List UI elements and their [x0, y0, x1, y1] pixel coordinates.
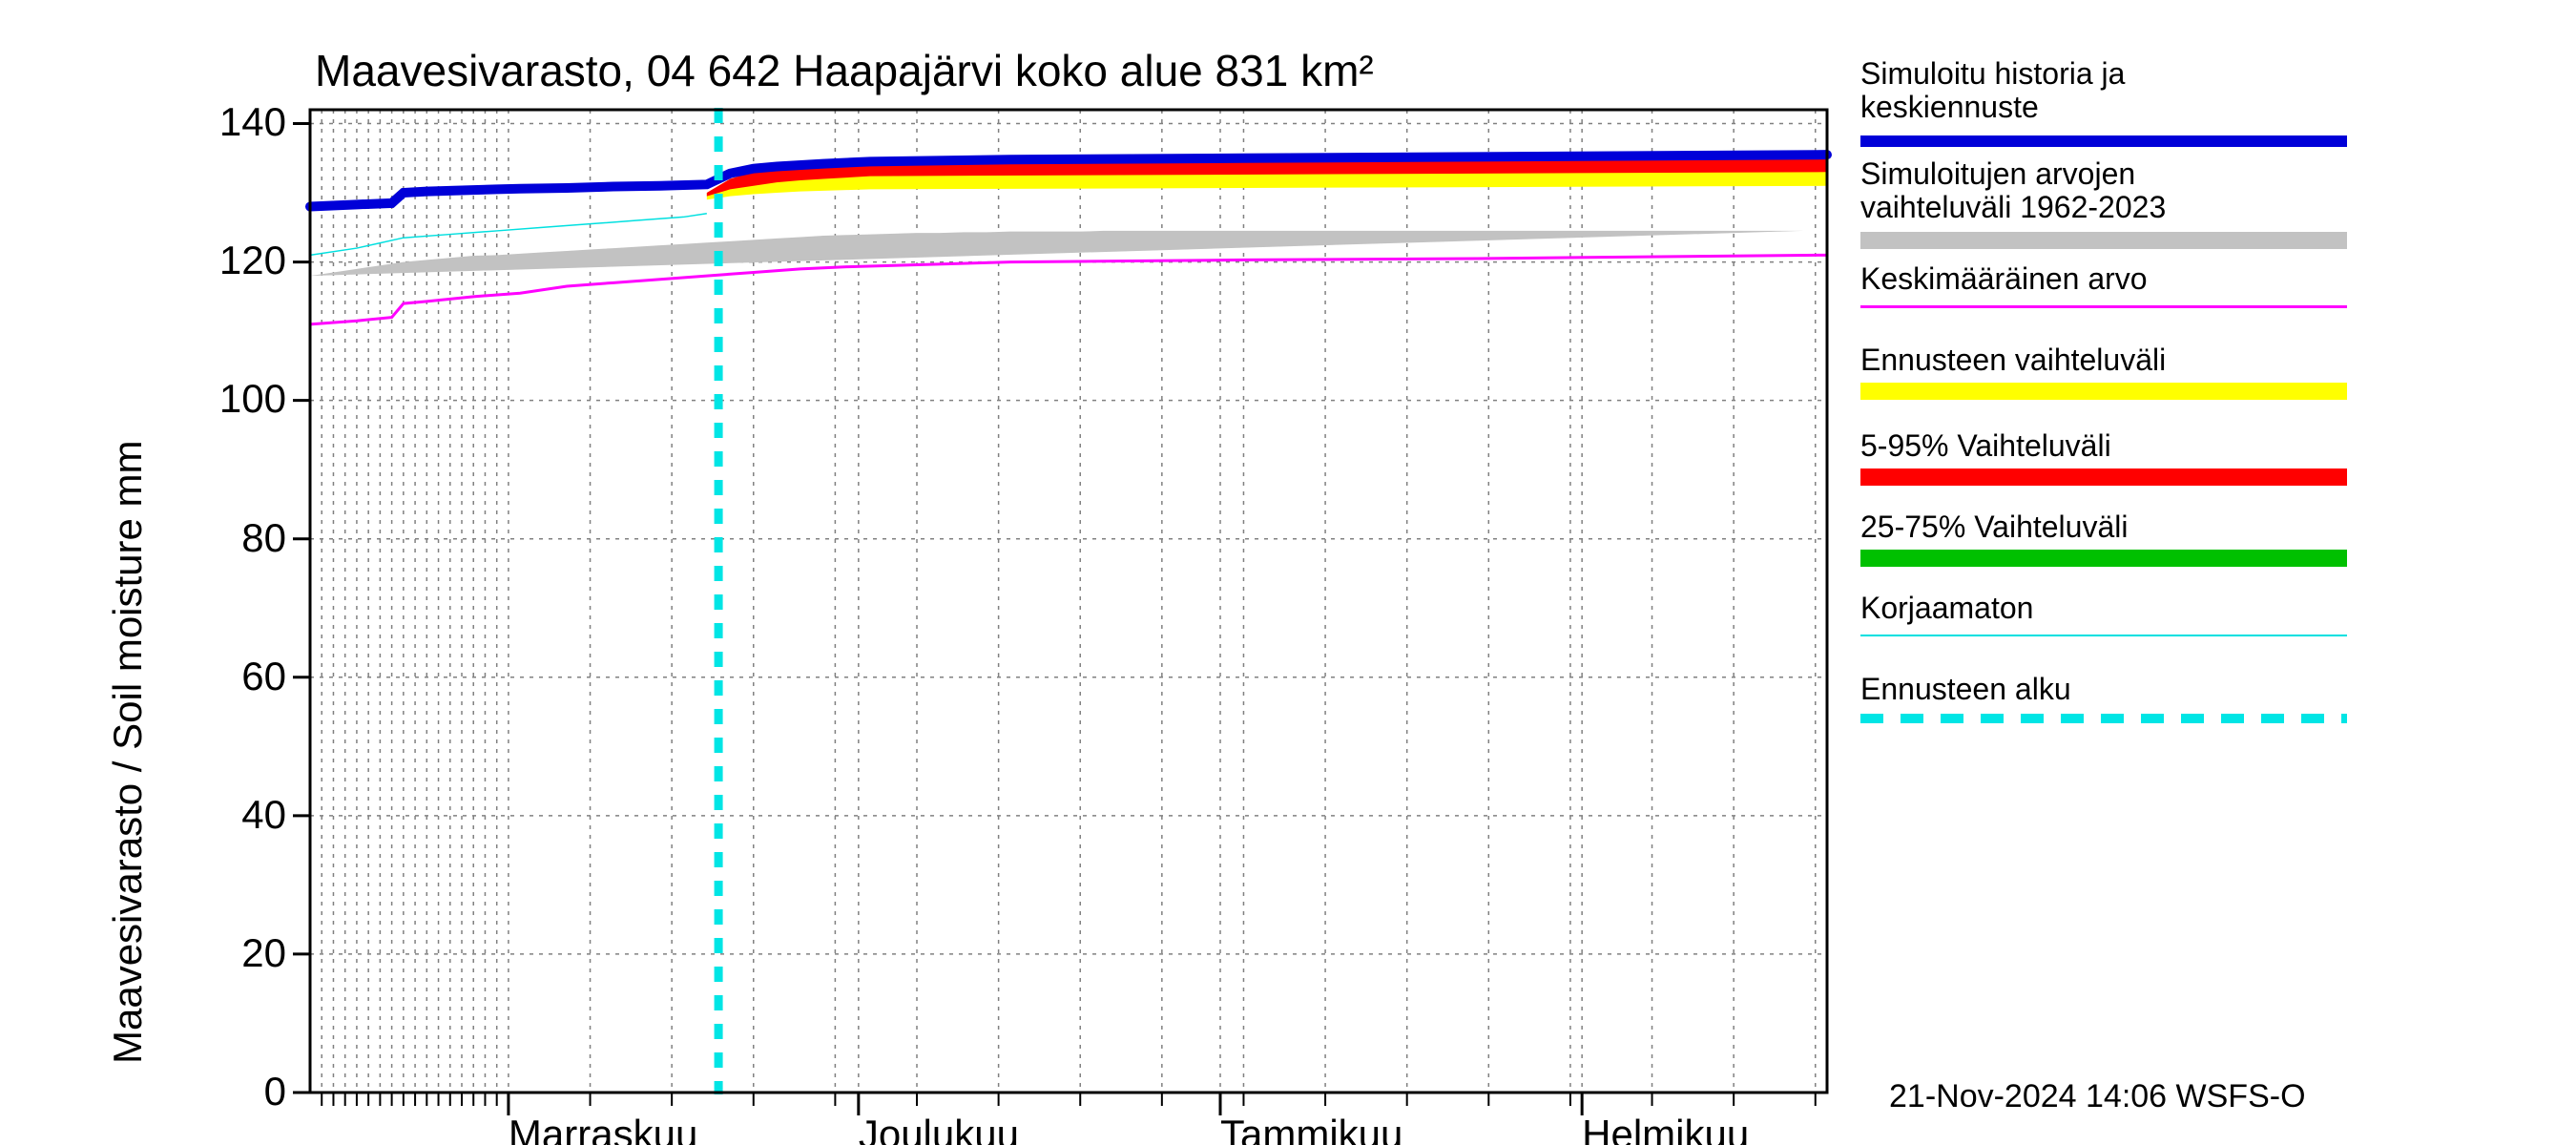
legend-item: Ennusteen vaihteluväli — [1860, 344, 2566, 377]
x-tick-label: Joulukuu — [859, 1112, 1019, 1145]
legend-swatch — [1860, 135, 2347, 147]
legend-text: Simuloitu historia ja — [1860, 57, 2566, 91]
x-tick-label: Tammikuu — [1220, 1112, 1402, 1145]
y-tick-label: 20 — [177, 930, 286, 976]
legend-text: 5-95% Vaihteluväli — [1860, 429, 2566, 463]
legend-item: Simuloitu historia jakeskiennuste — [1860, 57, 2566, 124]
legend-item: Simuloitujen arvojenvaihteluväli 1962-20… — [1860, 157, 2566, 224]
legend-item: Keskimääräinen arvo — [1860, 262, 2566, 296]
legend-text: Korjaamaton — [1860, 592, 2566, 625]
y-tick-label: 60 — [177, 654, 286, 699]
legend-text: Keskimääräinen arvo — [1860, 262, 2566, 296]
legend-swatch — [1860, 468, 2347, 486]
footer-timestamp: 21-Nov-2024 14:06 WSFS-O — [1889, 1078, 2306, 1115]
legend-swatch — [1860, 635, 2347, 636]
y-tick-label: 40 — [177, 792, 286, 838]
legend-text: 25-75% Vaihteluväli — [1860, 510, 2566, 544]
legend-item: Ennusteen alku — [1860, 673, 2566, 706]
x-tick-label: Helmikuu — [1582, 1112, 1749, 1145]
legend-item: Korjaamaton — [1860, 592, 2566, 625]
legend-text: Simuloitujen arvojen — [1860, 157, 2566, 191]
chart-title: Maavesivarasto, 04 642 Haapajärvi koko a… — [315, 45, 1374, 96]
legend-swatch — [1860, 712, 2347, 725]
y-tick-label: 120 — [177, 238, 286, 283]
legend-swatch — [1860, 305, 2347, 308]
legend-swatch — [1860, 232, 2347, 249]
y-axis-label: Maavesivarasto / Soil moisture mm — [105, 440, 151, 1064]
legend-item: 5-95% Vaihteluväli — [1860, 429, 2566, 463]
legend-text: Ennusteen vaihteluväli — [1860, 344, 2566, 377]
y-tick-label: 100 — [177, 376, 286, 422]
legend-text: vaihteluväli 1962-2023 — [1860, 191, 2566, 224]
legend-text: keskiennuste — [1860, 91, 2566, 124]
legend-item: 25-75% Vaihteluväli — [1860, 510, 2566, 544]
legend-swatch — [1860, 383, 2347, 400]
legend-swatch — [1860, 550, 2347, 567]
x-tick-label: Marraskuu — [509, 1112, 697, 1145]
y-tick-label: 80 — [177, 515, 286, 561]
y-tick-label: 140 — [177, 99, 286, 145]
y-tick-label: 0 — [177, 1069, 286, 1114]
legend-text: Ennusteen alku — [1860, 673, 2566, 706]
